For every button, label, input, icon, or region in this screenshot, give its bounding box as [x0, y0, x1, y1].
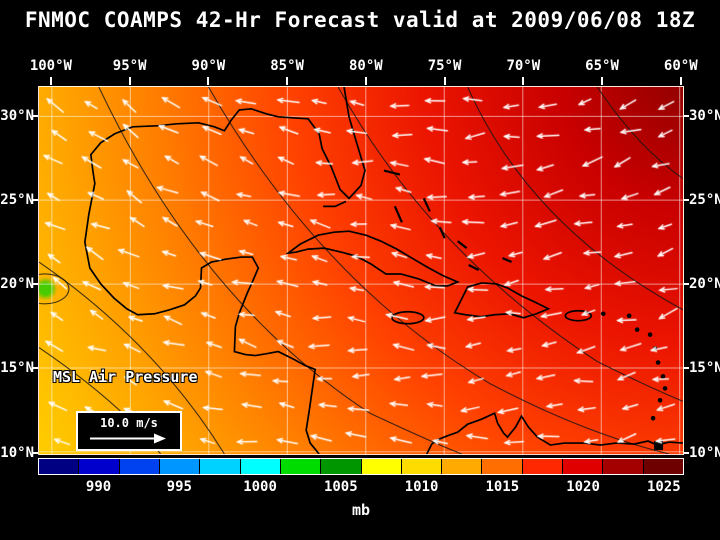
colorbar-segment — [482, 459, 523, 474]
latitude-tick — [33, 198, 38, 201]
wind-vector-field — [39, 87, 683, 454]
colorbar-tick-label: 995 — [166, 479, 192, 495]
colorbar-segment — [79, 459, 120, 474]
longitude-label: 70°W — [506, 58, 541, 74]
colorbar-tick-label: 1005 — [323, 479, 358, 495]
latitude-label: 20°N — [0, 276, 34, 293]
pressure-colorbar — [38, 458, 684, 475]
colorbar-segment — [240, 459, 281, 474]
colorbar-segment — [401, 459, 443, 474]
colorbar-tick-label: 1020 — [566, 479, 600, 495]
field-label: MSL Air Pressure — [53, 368, 198, 386]
colorbar-tick-label: 1025 — [646, 479, 681, 495]
colorbar-segment — [522, 459, 564, 474]
colorbar-segment — [442, 459, 483, 474]
latitude-label: 25°N — [0, 191, 34, 208]
longitude-tick — [364, 77, 367, 85]
colorbar-unit-label: mb — [351, 501, 371, 519]
pressure-map: MSL Air Pressure 10.0 m/s — [38, 86, 684, 455]
colorbar-segment — [119, 459, 160, 474]
latitude-tick — [33, 451, 38, 454]
latitude-tick — [33, 114, 38, 117]
colorbar-segment — [643, 459, 683, 474]
colorbar-tick-label: 990 — [85, 479, 112, 495]
colorbar-segment — [321, 459, 362, 474]
colorbar-segment — [361, 459, 402, 474]
wind-scale-arrow-icon — [90, 433, 166, 444]
longitude-tick — [443, 77, 446, 85]
longitude-tick — [49, 77, 52, 85]
colorbar-segment — [563, 459, 604, 474]
colorbar-segment — [603, 459, 644, 474]
longitude-tick — [522, 77, 525, 85]
latitude-label: 20°N — [689, 276, 720, 293]
latitude-label: 25°N — [689, 191, 720, 208]
page-title: FNMOC COAMPS 42-Hr Forecast valid at 200… — [24, 8, 696, 32]
colorbar-segment — [159, 459, 201, 474]
longitude-tick — [601, 77, 604, 85]
latitude-label: 30°N — [689, 107, 720, 124]
longitude-tick — [128, 77, 131, 85]
longitude-label: 100°W — [29, 58, 72, 74]
latitude-tick — [33, 367, 38, 370]
latitude-tick — [684, 198, 689, 201]
longitude-label: 95°W — [112, 58, 147, 74]
latitude-label: 15°N — [0, 360, 34, 377]
colorbar-segment — [39, 459, 80, 474]
longitude-tick — [679, 77, 682, 85]
longitude-label: 60°W — [663, 58, 698, 74]
latitude-tick — [684, 367, 689, 370]
longitude-label: 75°W — [427, 58, 462, 74]
longitude-label: 65°W — [585, 58, 619, 74]
colorbar-segment — [200, 459, 241, 474]
colorbar-tick-label: 1000 — [243, 479, 277, 495]
wind-scale-label: 10.0 m/s — [100, 416, 158, 430]
wind-scale-legend: 10.0 m/s — [76, 411, 182, 451]
latitude-label: 30°N — [0, 107, 34, 124]
latitude-tick — [684, 283, 689, 286]
latitude-label: 10°N — [689, 444, 720, 461]
longitude-tick — [286, 77, 289, 85]
latitude-label: 15°N — [689, 360, 720, 377]
longitude-label: 80°W — [348, 58, 383, 74]
colorbar-tick-label: 1015 — [485, 479, 520, 495]
colorbar-segment — [280, 459, 322, 474]
latitude-tick — [684, 451, 689, 454]
longitude-label: 90°W — [191, 58, 226, 74]
latitude-label: 10°N — [0, 444, 34, 461]
latitude-tick — [33, 283, 38, 286]
longitude-label: 85°W — [270, 58, 304, 74]
latitude-tick — [684, 114, 689, 117]
colorbar-tick-label: 1010 — [404, 479, 439, 495]
longitude-tick — [207, 77, 210, 85]
